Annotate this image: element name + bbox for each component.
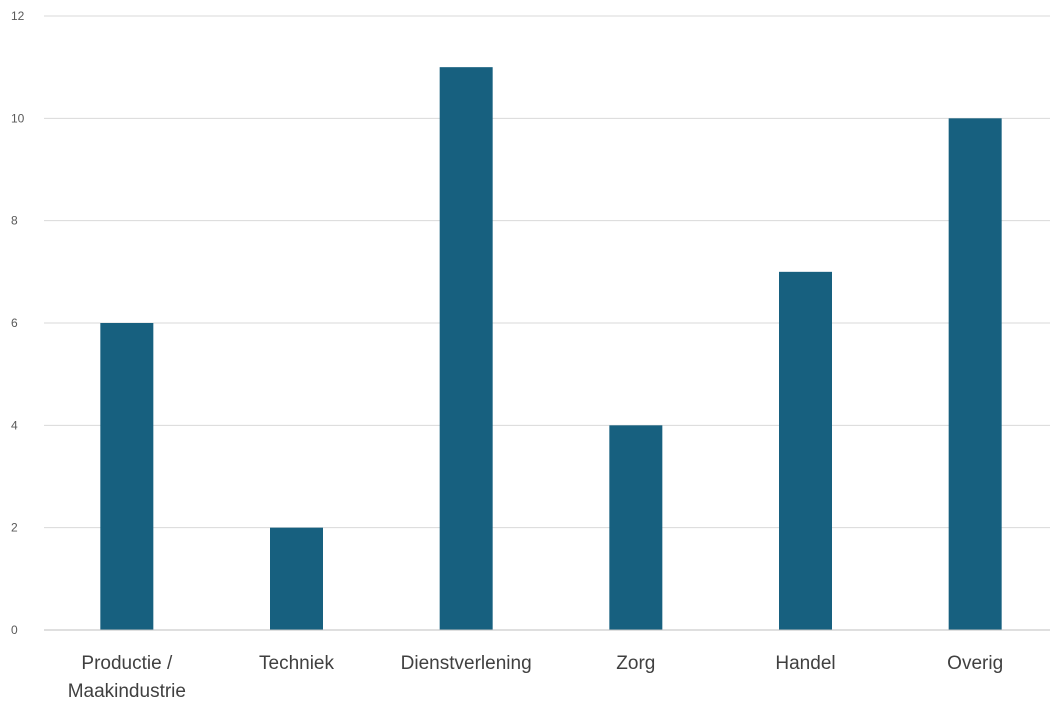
x-tick-label-line: Handel [775, 653, 835, 674]
x-tick-label: Dienstverlening [401, 653, 532, 674]
x-axis-labels: Productie / Maakindustrie Techniek Dienstve… [68, 653, 1003, 702]
y-tick-label: 2 [11, 521, 18, 535]
bar [270, 527, 323, 630]
x-tick-label: Zorg [616, 653, 655, 674]
y-tick-label: 0 [11, 623, 18, 637]
y-tick-label: 6 [11, 316, 18, 330]
x-tick-label-line: Maakindustrie [68, 681, 186, 702]
bar [609, 425, 663, 630]
bar [779, 271, 832, 630]
x-tick-label: Productie / Maakindustrie [68, 653, 186, 702]
y-tick-label: 4 [11, 418, 18, 432]
x-tick-label-line: Techniek [259, 653, 334, 674]
x-tick-label-line: Dienstverlening [401, 653, 532, 674]
y-axis-ticks: 0 2 4 6 8 10 12 [11, 9, 25, 637]
x-tick-label-line: Overig [947, 653, 1003, 674]
x-tick-label-line: Productie / [81, 653, 173, 674]
y-tick-label: 10 [11, 111, 25, 125]
x-tick-label: Handel [775, 653, 835, 674]
bars [100, 67, 1002, 630]
bar [100, 323, 154, 630]
x-tick-label-line: Zorg [616, 653, 655, 674]
x-tick-label: Techniek [259, 653, 334, 674]
bar [948, 118, 1002, 630]
bar [439, 67, 493, 630]
x-tick-label: Overig [947, 653, 1003, 674]
y-tick-label: 12 [11, 9, 25, 23]
gridlines [44, 15, 1050, 529]
y-tick-label: 8 [11, 214, 18, 228]
